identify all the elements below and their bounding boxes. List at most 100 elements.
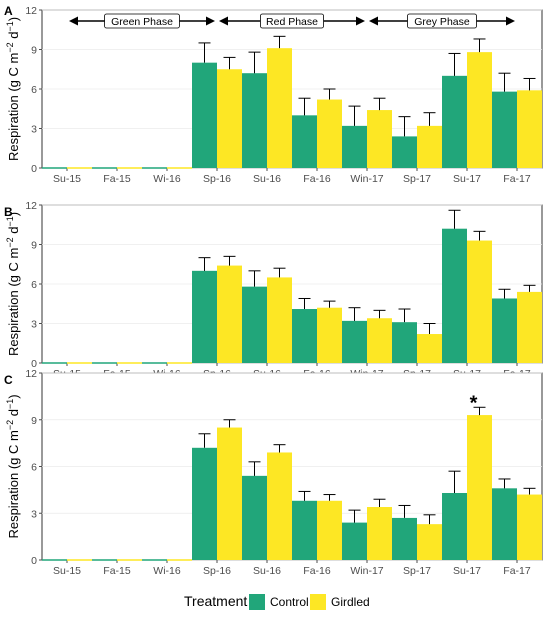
- x-tick-label: Win-17: [350, 565, 383, 577]
- phase-arrow-head-right: [206, 16, 215, 26]
- x-tick-label: Su-15: [53, 173, 81, 185]
- bar-control: [242, 286, 267, 363]
- y-axis-title-part: −1: [5, 216, 15, 226]
- phase-arrow-head-left: [219, 16, 228, 26]
- x-tick-label: Sp-17: [403, 565, 431, 577]
- legend-swatch-girdled: [310, 594, 326, 610]
- y-axis-title-part: −2: [5, 420, 15, 430]
- bar-control: [442, 75, 467, 168]
- x-tick-label: Su-17: [453, 565, 481, 577]
- x-tick-label: Fa-16: [303, 565, 331, 577]
- legend-swatch-control: [249, 594, 265, 610]
- bar-girdled: [317, 307, 342, 363]
- y-tick-label: 0: [31, 163, 37, 175]
- y-axis-title-part: Respiration (g C m: [6, 430, 21, 538]
- bar-control: [492, 91, 517, 168]
- x-tick-label: Wi-16: [153, 565, 181, 577]
- y-tick-label: 9: [31, 240, 37, 252]
- y-tick-label: 0: [31, 555, 37, 567]
- panel-a: 0 3 6 9 12 Su-15 Fa-15 Wi-16 Sp-16 Su-16 Fa-16 Win-…: [4, 4, 543, 185]
- x-tick-label: Sp-16: [203, 565, 231, 577]
- bar-control: [442, 228, 467, 363]
- bar-girdled: [467, 415, 492, 560]
- phase-label-box: [260, 13, 324, 29]
- x-tick-label: Fa-17: [503, 173, 531, 185]
- bar-girdled: [217, 265, 242, 363]
- bar-girdled: [367, 507, 392, 560]
- phase-arrow-head-left: [69, 16, 78, 26]
- phase-label-box: [104, 13, 180, 29]
- y-axis-title-part: d: [6, 409, 21, 420]
- bar-control: [292, 309, 317, 363]
- bar-control: [492, 298, 517, 363]
- bar-girdled: [417, 524, 442, 560]
- panel-b: 036912Su-15Fa-15Wi-16Sp-16Su-16Fa-16Win-…: [4, 200, 543, 380]
- phase-label: Green Phase: [111, 16, 173, 28]
- bar-girdled: [267, 452, 292, 560]
- panel-letter: C: [4, 373, 13, 387]
- bar-girdled: [517, 291, 542, 363]
- legend-label-girdled: Girdled: [331, 595, 370, 609]
- bar-control: [492, 488, 517, 560]
- y-axis-title-part: −2: [5, 42, 15, 52]
- y-tick-label: 12: [25, 5, 37, 17]
- y-axis-title-part: −1: [5, 399, 15, 409]
- bar-girdled: [367, 318, 392, 363]
- y-axis-title: Respiration (g C m−2 d−1): [5, 394, 21, 538]
- phase-label-box: [407, 13, 477, 29]
- bar-girdled: [467, 240, 492, 363]
- bar-girdled: [217, 69, 242, 168]
- x-tick-label: Su-16: [253, 565, 281, 577]
- y-tick-label: 9: [31, 45, 37, 57]
- y-axis-title-part: −1: [5, 21, 15, 31]
- bar-girdled: [317, 99, 342, 168]
- bar-girdled: [267, 48, 292, 168]
- y-tick-label: 0: [31, 358, 37, 370]
- y-tick-label: 9: [31, 415, 37, 427]
- bar-control: [292, 115, 317, 168]
- x-tick-label: Su-15: [53, 565, 81, 577]
- bar-girdled: [267, 277, 292, 363]
- y-axis-title-part: −2: [5, 237, 15, 247]
- y-tick-label: 3: [31, 124, 37, 136]
- bar-girdled: [417, 334, 442, 363]
- bar-control: [242, 73, 267, 168]
- bar-control: [442, 492, 467, 560]
- x-tick-label: Fa-15: [103, 565, 131, 577]
- panel-c: 0 3 6 9 12 Su-15 Fa-15 Wi-16 Sp-16 Su-16 Fa-16 Win-…: [4, 368, 543, 577]
- y-axis-title: Respiration (g C m−2 d−1): [5, 212, 21, 356]
- bar-control: [342, 125, 367, 168]
- bar-girdled: [417, 125, 442, 168]
- phase-arrow-head-left: [369, 16, 378, 26]
- y-axis-title-part: Respiration (g C m: [6, 248, 21, 356]
- y-tick-label: 12: [25, 200, 37, 212]
- bar-control: [192, 62, 217, 168]
- bar-control: [342, 522, 367, 560]
- bar-girdled: [467, 52, 492, 169]
- phase-arrow-head-right: [506, 16, 515, 26]
- legend: Treatment Control Girdled: [184, 593, 370, 610]
- bar-control: [242, 475, 267, 560]
- bar-control: [392, 136, 417, 168]
- y-axis-title-part: d: [6, 227, 21, 238]
- bar-control: [392, 517, 417, 560]
- x-tick-label: Fa-16: [303, 173, 331, 185]
- bar-girdled: [317, 500, 342, 560]
- bar-girdled: [517, 90, 542, 168]
- x-tick-label: Su-16: [253, 173, 281, 185]
- bar-control: [292, 500, 317, 560]
- significance-star: *: [470, 392, 478, 414]
- y-tick-label: 6: [31, 84, 37, 96]
- y-axis-title-part: d: [6, 32, 21, 43]
- panel-letter: B: [4, 205, 13, 219]
- x-tick-label: Sp-16: [203, 173, 231, 185]
- x-tick-label: Fa-17: [503, 565, 531, 577]
- legend-label-control: Control: [270, 595, 309, 609]
- bar-girdled: [367, 110, 392, 168]
- phase-arrow-head-right: [356, 16, 365, 26]
- y-axis-title-part: ): [6, 394, 21, 398]
- bar-girdled: [517, 494, 542, 560]
- x-tick-label: Wi-16: [153, 173, 181, 185]
- y-tick-label: 3: [31, 508, 37, 520]
